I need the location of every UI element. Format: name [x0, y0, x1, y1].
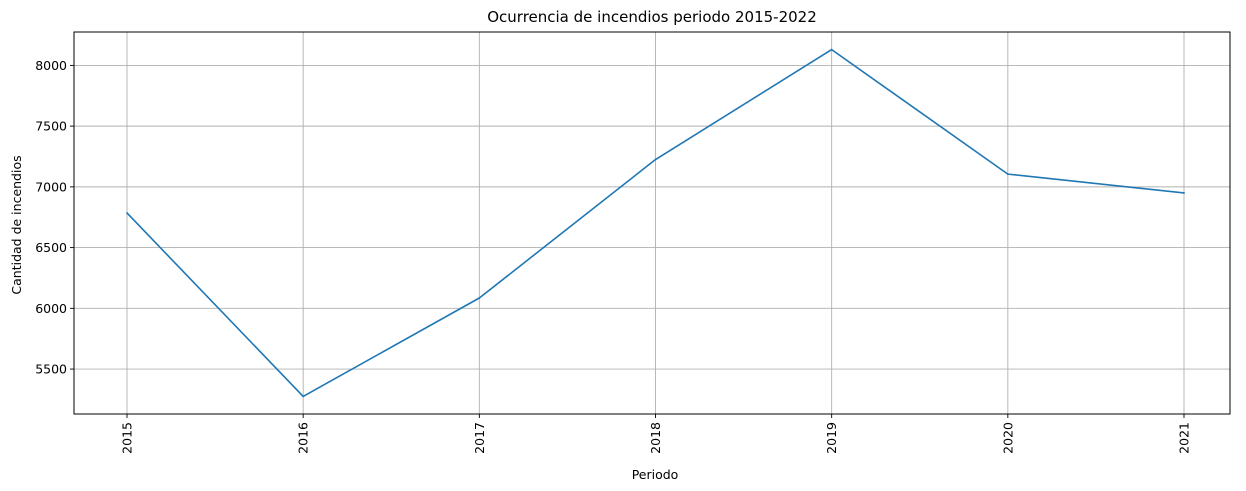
y-tick-label: 7500 [35, 119, 67, 134]
x-tick-label: 2019 [824, 422, 839, 454]
data-point [1183, 192, 1185, 194]
data-point [302, 395, 305, 398]
y-tick-label: 7000 [35, 179, 67, 194]
data-point [1006, 173, 1009, 176]
grid-lines [74, 32, 1230, 414]
y-tick-label: 8000 [35, 58, 67, 73]
y-tick-label: 6000 [35, 301, 67, 316]
data-point [654, 158, 657, 161]
x-tick-label: 2020 [1000, 422, 1015, 454]
data-point [126, 212, 128, 214]
tick-labels: 2015 2016 2017 2018 2019 2020 2021 5500 6000 6500… [35, 58, 1191, 454]
series-lines [126, 48, 1185, 398]
x-tick-label: 2016 [296, 422, 311, 454]
x-tick-label: 2015 [120, 422, 135, 454]
axis-ticks [70, 64, 1185, 418]
x-axis-label: Periodo [632, 467, 679, 482]
x-tick-label: 2017 [472, 422, 487, 454]
x-tick-label: 2021 [1177, 422, 1192, 454]
data-point [478, 297, 481, 299]
y-tick-label: 5500 [35, 362, 67, 377]
data-point [830, 48, 833, 51]
y-axis-label: Cantidad de incendios [9, 155, 24, 294]
chart-title: Ocurrencia de incendios periodo 2015-202… [487, 8, 817, 26]
plot-frame [73, 31, 1231, 415]
y-tick-label: 6500 [35, 240, 67, 255]
x-tick-label: 2018 [648, 422, 663, 454]
